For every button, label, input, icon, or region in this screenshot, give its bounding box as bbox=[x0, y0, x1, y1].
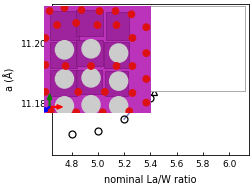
Bar bbox=[76, 40, 102, 66]
Circle shape bbox=[47, 108, 54, 115]
Circle shape bbox=[87, 63, 94, 69]
Circle shape bbox=[55, 70, 73, 88]
Circle shape bbox=[55, 97, 73, 115]
Bar bbox=[49, 42, 77, 68]
Circle shape bbox=[94, 22, 100, 28]
Circle shape bbox=[109, 44, 127, 62]
Circle shape bbox=[109, 97, 127, 115]
Circle shape bbox=[101, 89, 108, 95]
Bar bbox=[106, 12, 129, 40]
Circle shape bbox=[42, 89, 48, 95]
Circle shape bbox=[73, 20, 79, 26]
Circle shape bbox=[42, 62, 48, 68]
Circle shape bbox=[112, 8, 118, 14]
Bar bbox=[104, 71, 128, 96]
Circle shape bbox=[129, 35, 135, 41]
Circle shape bbox=[82, 69, 100, 87]
Circle shape bbox=[46, 8, 53, 14]
FancyArrow shape bbox=[47, 94, 51, 107]
Circle shape bbox=[129, 90, 135, 96]
Circle shape bbox=[143, 24, 149, 30]
Bar bbox=[49, 11, 79, 40]
Circle shape bbox=[61, 5, 67, 11]
Circle shape bbox=[143, 76, 149, 82]
Circle shape bbox=[129, 63, 135, 69]
Circle shape bbox=[125, 108, 132, 115]
Circle shape bbox=[78, 7, 84, 13]
Circle shape bbox=[99, 109, 106, 115]
Circle shape bbox=[73, 109, 79, 115]
Circle shape bbox=[128, 11, 134, 18]
Circle shape bbox=[96, 8, 102, 14]
Circle shape bbox=[55, 41, 73, 59]
Circle shape bbox=[82, 96, 100, 114]
Bar bbox=[76, 10, 102, 36]
Circle shape bbox=[109, 72, 127, 90]
Circle shape bbox=[75, 89, 81, 95]
FancyArrow shape bbox=[49, 105, 62, 109]
Circle shape bbox=[143, 99, 149, 106]
Y-axis label: a (Å): a (Å) bbox=[4, 68, 16, 91]
Circle shape bbox=[113, 22, 119, 28]
Circle shape bbox=[113, 63, 119, 69]
Circle shape bbox=[54, 22, 60, 28]
FancyArrow shape bbox=[42, 107, 50, 112]
X-axis label: nominal La/W ratio: nominal La/W ratio bbox=[104, 175, 196, 185]
Circle shape bbox=[62, 63, 69, 69]
Circle shape bbox=[143, 50, 149, 56]
Bar bbox=[103, 42, 129, 68]
Circle shape bbox=[82, 40, 100, 58]
Circle shape bbox=[42, 35, 48, 41]
Bar bbox=[49, 70, 77, 96]
Bar bbox=[76, 70, 101, 94]
